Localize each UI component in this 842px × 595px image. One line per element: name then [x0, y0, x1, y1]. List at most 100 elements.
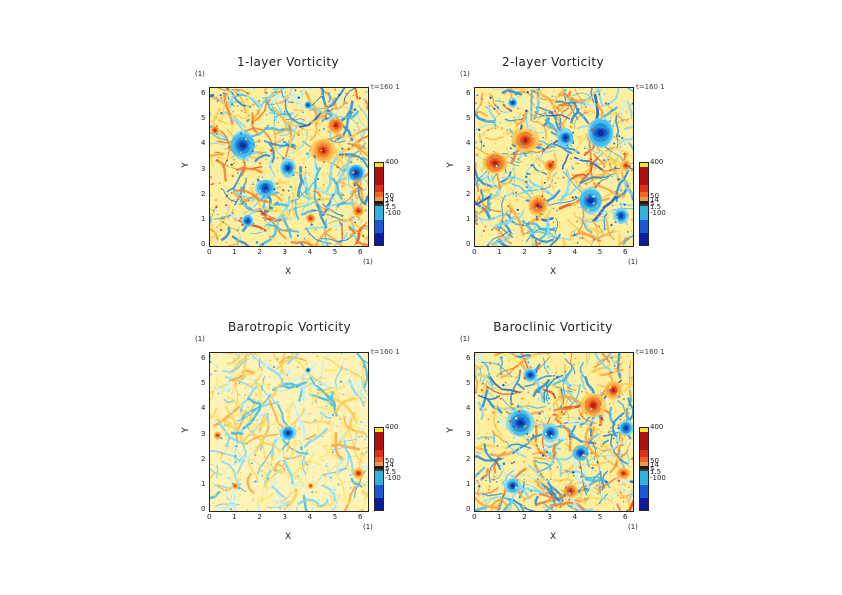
vorticity-speckle: [542, 125, 544, 127]
vorticity-filament: [494, 219, 513, 228]
vorticity-speckle: [510, 98, 513, 101]
vorticity-speckle: [593, 195, 596, 198]
vorticity-filament: [245, 425, 254, 434]
x-tick-label: 4: [307, 513, 313, 521]
vorticity-speckle: [325, 181, 328, 183]
vorticity-speckle: [572, 506, 575, 509]
vorticity-speckle: [279, 370, 283, 373]
vorticity-speckle: [335, 494, 337, 496]
vorticity-speckle: [280, 128, 282, 129]
vorticity-speckle: [279, 363, 281, 365]
vorticity-speckle: [515, 191, 517, 194]
vorticity-speckle: [585, 132, 588, 135]
vorticity-speckle: [558, 221, 560, 223]
vorticity-speckle: [248, 197, 251, 200]
vorticity-speckle: [523, 244, 525, 246]
vorticity-filament: [277, 113, 292, 136]
vorticity-speckle: [502, 133, 505, 135]
vorticity-speckle: [291, 168, 294, 170]
vorticity-speckle: [236, 200, 238, 201]
vorticity-speckle: [557, 141, 560, 144]
vorticity-speckle: [478, 128, 481, 132]
vorticity-speckle: [535, 106, 539, 109]
vorticity-speckle: [355, 354, 357, 356]
vorticity-filament: [573, 455, 582, 485]
vorticity-speckle: [610, 224, 613, 227]
vorticity-filament: [530, 89, 534, 122]
vorticity-speckle: [596, 205, 598, 207]
vorticity-speckle: [331, 123, 334, 126]
vorticity-speckle: [510, 123, 512, 125]
vorticity-speckle: [528, 473, 531, 475]
vorticity-filament: [502, 183, 537, 199]
vorticity-speckle: [292, 147, 295, 150]
vorticity-speckle: [600, 406, 603, 408]
vorticity-speckle: [313, 154, 316, 158]
vorticity-filament: [295, 399, 310, 418]
vorticity-speckle: [334, 472, 337, 475]
vorticity-filament: [256, 492, 274, 505]
vorticity-filament: [354, 391, 362, 402]
vorticity-speckle: [268, 383, 271, 386]
colorbar-segment: [640, 456, 648, 463]
vorticity-speckle: [230, 353, 232, 355]
vorticity-speckle: [497, 171, 499, 173]
vorticity-speckle: [244, 375, 247, 379]
vorticity-speckle: [327, 411, 330, 414]
vorticity-speckle: [352, 199, 355, 202]
vorticity-speckle: [512, 152, 516, 155]
vorticity-filament: [552, 478, 574, 483]
vorticity-speckle: [520, 231, 522, 233]
vorticity-speckle: [249, 365, 252, 367]
vorticity-speckle: [546, 480, 549, 483]
vorticity-filament: [488, 475, 498, 482]
colorbar-tick-label: 400: [385, 423, 399, 431]
x-tick-label: 5: [597, 248, 603, 256]
vorticity-speckle: [477, 472, 480, 475]
vorticity-speckle: [219, 228, 223, 232]
vorticity-speckle: [211, 136, 214, 139]
vorticity-speckle: [501, 356, 503, 359]
vorticity-speckle: [619, 467, 621, 469]
vorticity-speckle: [269, 359, 271, 362]
vorticity-speckle: [632, 172, 633, 174]
vorticity-speckle: [325, 444, 328, 447]
vorticity-speckle: [233, 497, 235, 499]
vorticity-filament: [609, 433, 629, 465]
vorticity-speckle: [485, 436, 488, 439]
vorticity-speckle: [600, 392, 603, 395]
vorticity-speckle: [316, 355, 319, 358]
vorticity-filament: [475, 162, 480, 193]
vorticity-speckle: [496, 106, 500, 109]
vorticity-speckle: [552, 194, 555, 196]
vorticity-speckle: [313, 210, 316, 212]
vorticity-speckle: [617, 483, 620, 485]
x-tick-label: 4: [572, 513, 578, 521]
vorticity-speckle: [351, 207, 353, 210]
x-tick-label: 6: [622, 513, 628, 521]
colorbar-segment: [640, 163, 648, 168]
vorticity-speckle: [270, 109, 272, 112]
vorticity-speckle: [493, 107, 496, 110]
vorticity-speckle: [598, 502, 601, 505]
vorticity-filament: [519, 353, 552, 361]
vorticity-speckle: [222, 503, 224, 505]
vorticity-filament: [542, 117, 550, 128]
vorticity-speckle: [216, 226, 218, 228]
vorticity-speckle: [571, 98, 574, 100]
x-tick-label: 1: [497, 248, 502, 256]
vorticity-filament: [565, 497, 583, 501]
vorticity-speckle: [590, 434, 592, 437]
vorticity-speckle: [235, 445, 238, 448]
vorticity-speckle: [269, 149, 273, 152]
vorticity-speckle: [304, 166, 307, 169]
vorticity-filament: [302, 449, 309, 475]
vorticity-speckle: [308, 224, 310, 226]
vorticity-filament: [313, 157, 318, 179]
vorticity-speckle: [337, 483, 340, 486]
vorticity-filament: [519, 107, 549, 118]
vorticity-speckle: [513, 229, 515, 231]
colorbar-tick-label: 1.5: [650, 203, 662, 212]
vorticity-speckle: [580, 422, 582, 424]
vorticity-speckle: [210, 488, 213, 492]
